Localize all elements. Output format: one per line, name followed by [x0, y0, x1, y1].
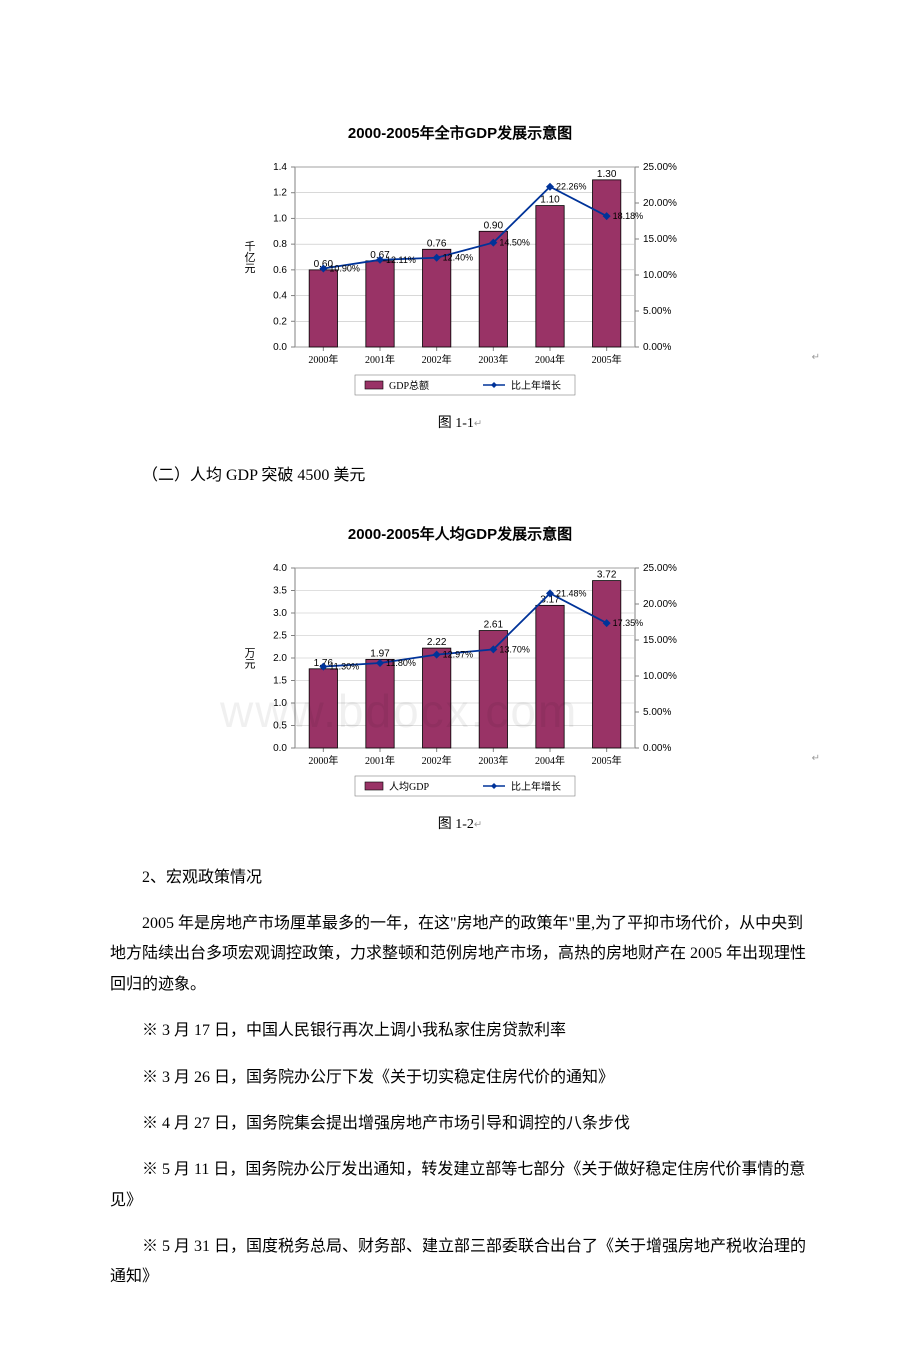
svg-text:5.00%: 5.00%	[643, 306, 671, 317]
svg-text:1.5: 1.5	[273, 675, 287, 686]
svg-text:21.48%: 21.48%	[556, 588, 587, 598]
enter-mark-icon: ↵	[812, 749, 820, 768]
svg-text:2000年: 2000年	[308, 754, 338, 767]
svg-text:0.2: 0.2	[273, 316, 287, 327]
svg-text:0.5: 0.5	[273, 720, 287, 731]
svg-text:0.8: 0.8	[273, 239, 287, 250]
svg-text:12.11%: 12.11%	[386, 254, 416, 264]
svg-text:2005年: 2005年	[592, 754, 622, 767]
svg-text:15.00%: 15.00%	[643, 635, 677, 646]
svg-text:千亿元: 千亿元	[243, 240, 256, 273]
svg-text:13.70%: 13.70%	[499, 644, 530, 654]
chart1-caption-text: 图 1-1	[438, 416, 474, 431]
svg-text:3.72: 3.72	[597, 570, 617, 581]
svg-text:12.97%: 12.97%	[443, 650, 474, 660]
svg-text:12.40%: 12.40%	[443, 252, 474, 262]
svg-text:2001年: 2001年	[365, 754, 395, 767]
svg-text:10.90%: 10.90%	[329, 263, 360, 273]
para-policy-3: ※ 4 月 27 日，国务院集会提出增强房地产市场引导和调控的八条步伐	[110, 1109, 810, 1139]
svg-text:1.10: 1.10	[540, 194, 560, 205]
svg-text:2000年: 2000年	[308, 353, 338, 366]
enter-mark-icon: ↵	[474, 819, 482, 830]
svg-text:2003年: 2003年	[478, 754, 508, 767]
svg-text:15.00%: 15.00%	[643, 234, 677, 245]
svg-text:5.00%: 5.00%	[643, 707, 671, 718]
svg-text:2.22: 2.22	[427, 637, 447, 648]
svg-text:4.0: 4.0	[273, 563, 287, 574]
svg-text:2001年: 2001年	[365, 353, 395, 366]
chart1-wrap: 0.0 0.2 0.4 0.6 0.8 1.0 1.2 1.4 千亿元 0.00% 5.00% 10.…	[110, 157, 810, 407]
chart1-title: 2000-2005年全市GDP发展示意图	[110, 120, 810, 149]
para-policy-4: ※ 5 月 11 日，国务院办公厅发出通知，转发建立部等七部分《关于做好稳定住房…	[110, 1155, 810, 1216]
svg-text:2002年: 2002年	[422, 353, 452, 366]
svg-text:比上年增长: 比上年增长	[511, 780, 561, 793]
svg-text:25.00%: 25.00%	[643, 162, 677, 173]
svg-text:2003年: 2003年	[478, 353, 508, 366]
svg-text:2002年: 2002年	[422, 754, 452, 767]
svg-text:GDP总额: GDP总额	[389, 379, 429, 392]
para-policy-5: ※ 5 月 31 日，国度税务总局、财务部、建立部三部委联合出台了《关于增强房地…	[110, 1232, 810, 1293]
svg-text:0.6: 0.6	[273, 264, 287, 275]
svg-text:人均GDP: 人均GDP	[389, 781, 429, 793]
svg-text:0.00%: 0.00%	[643, 743, 671, 754]
svg-text:2.0: 2.0	[273, 653, 287, 664]
svg-text:1.2: 1.2	[273, 187, 287, 198]
svg-text:1.4: 1.4	[273, 162, 287, 173]
para-policy-2: ※ 3 月 26 日，国务院办公厅下发《关于切实稳定住房代价的通知》	[110, 1063, 810, 1093]
svg-text:25.00%: 25.00%	[643, 563, 677, 574]
svg-text:0.76: 0.76	[427, 238, 447, 249]
svg-text:20.00%: 20.00%	[643, 599, 677, 610]
chart2-wrap: 0.0 0.5 1.0 1.5 2.0 2.5 3.0 3.5 4.0 万元 0.00% 5.00% 1…	[110, 558, 810, 808]
svg-text:2.5: 2.5	[273, 630, 287, 641]
chart1-svg: 0.0 0.2 0.4 0.6 0.8 1.0 1.2 1.4 千亿元 0.00% 5.00% 10.…	[225, 157, 695, 407]
svg-text:0.0: 0.0	[273, 743, 287, 754]
svg-text:22.26%: 22.26%	[556, 181, 587, 191]
chart-gdp-total: 2000-2005年全市GDP发展示意图 0.0 0.2 0.4 0.6 0.8 1.0 1…	[110, 120, 810, 437]
svg-text:10.00%: 10.00%	[643, 270, 677, 281]
svg-text:0.0: 0.0	[273, 342, 287, 353]
svg-text:1.30: 1.30	[597, 168, 617, 179]
para-policy-1: ※ 3 月 17 日，中国人民银行再次上调小我私家住房贷款利率	[110, 1016, 810, 1046]
svg-text:10.00%: 10.00%	[643, 671, 677, 682]
svg-text:1.0: 1.0	[273, 213, 287, 224]
svg-text:20.00%: 20.00%	[643, 198, 677, 209]
svg-text:11.80%: 11.80%	[386, 658, 416, 668]
svg-text:11.30%: 11.30%	[329, 662, 359, 672]
svg-text:0.90: 0.90	[484, 220, 504, 231]
para-intro: 2005 年是房地产市场厘革最多的一年，在这"房地产的政策年"里,为了平抑市场代…	[110, 909, 810, 1000]
svg-text:2004年: 2004年	[535, 353, 565, 366]
svg-text:18.18%: 18.18%	[613, 211, 644, 221]
svg-text:0.4: 0.4	[273, 290, 287, 301]
chart1-caption: 图 1-1↵	[110, 411, 810, 438]
chart-gdp-per-capita: 2000-2005年人均GDP发展示意图 0.0 0.5 1.0 1.5 2.0 2.5 3…	[110, 521, 810, 838]
svg-text:2005年: 2005年	[592, 353, 622, 366]
svg-text:1.0: 1.0	[273, 698, 287, 709]
chart2-caption-text: 图 1-2	[438, 817, 474, 832]
svg-text:2004年: 2004年	[535, 754, 565, 767]
svg-text:3.0: 3.0	[273, 608, 287, 619]
svg-text:2.61: 2.61	[484, 620, 504, 631]
svg-text:万元: 万元	[243, 647, 256, 669]
enter-mark-icon: ↵	[812, 348, 820, 367]
enter-mark-icon: ↵	[474, 418, 482, 429]
subheading-gdp-per-capita: （二）人均 GDP 突破 4500 美元	[110, 461, 810, 491]
chart2-caption: 图 1-2↵	[110, 812, 810, 839]
svg-text:3.5: 3.5	[273, 585, 287, 596]
svg-text:17.35%: 17.35%	[613, 618, 644, 628]
svg-text:比上年增长: 比上年增长	[511, 379, 561, 392]
svg-text:14.50%: 14.50%	[499, 237, 530, 247]
chart2-title: 2000-2005年人均GDP发展示意图	[110, 521, 810, 550]
svg-text:0.00%: 0.00%	[643, 342, 671, 353]
heading-macro-policy: 2、宏观政策情况	[110, 863, 810, 893]
chart2-svg: 0.0 0.5 1.0 1.5 2.0 2.5 3.0 3.5 4.0 万元 0.00% 5.00% 1…	[225, 558, 695, 808]
